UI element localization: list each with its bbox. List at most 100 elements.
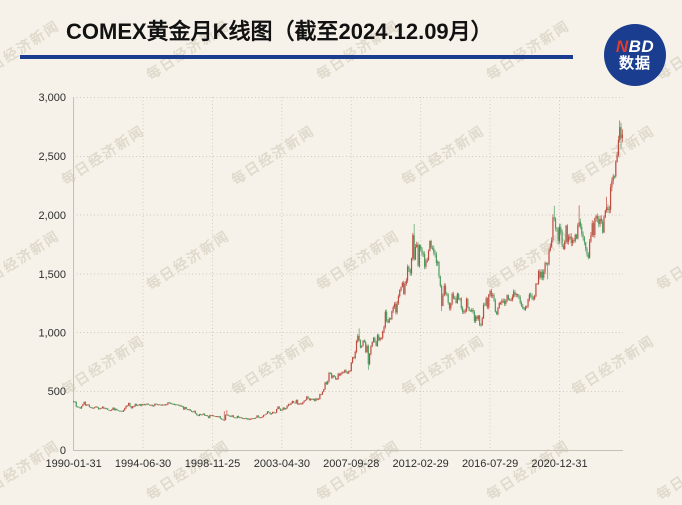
candle-body xyxy=(562,245,565,250)
candle-body xyxy=(557,228,559,241)
candle-body xyxy=(409,269,411,274)
candle-body xyxy=(293,401,295,403)
candle-body xyxy=(88,404,90,407)
candle-body xyxy=(414,247,417,260)
candle-body xyxy=(413,235,415,260)
candle-body xyxy=(310,398,312,401)
candle-body xyxy=(259,417,261,419)
candle-body xyxy=(303,400,305,403)
candle-body xyxy=(348,371,350,374)
candle-body xyxy=(537,271,540,284)
candle-body xyxy=(475,316,477,322)
candle-body xyxy=(458,293,460,299)
candle-body xyxy=(327,381,329,384)
candle-body xyxy=(129,402,131,407)
candle-body xyxy=(223,420,225,421)
candle-body xyxy=(338,373,341,376)
candle-body xyxy=(228,415,231,417)
candle-body xyxy=(262,415,265,417)
candle-body xyxy=(331,373,333,378)
candle-body xyxy=(547,263,549,265)
candle-body xyxy=(320,394,322,396)
candle-body xyxy=(124,408,126,411)
candle-body xyxy=(183,406,185,410)
candle-body xyxy=(482,304,485,319)
candle-body xyxy=(282,407,284,411)
candle-body xyxy=(574,234,576,242)
candle-body xyxy=(181,406,183,408)
candle-body xyxy=(585,242,587,249)
candle-body xyxy=(442,295,444,306)
candle-body xyxy=(329,373,331,374)
candle-body xyxy=(117,410,119,411)
candle-body xyxy=(437,262,439,264)
candle-body xyxy=(175,404,177,406)
candle-body xyxy=(431,247,434,249)
candle-body xyxy=(435,254,437,264)
candle-body xyxy=(405,280,407,284)
candle-body xyxy=(469,310,472,312)
candle-body xyxy=(451,293,453,304)
candle-body xyxy=(167,402,169,405)
candle-body xyxy=(319,394,321,400)
candle-body xyxy=(264,414,266,416)
candle-body xyxy=(359,340,362,348)
candle-body xyxy=(621,134,623,139)
candle-body xyxy=(581,226,583,234)
candle-body xyxy=(321,391,324,395)
candle-body xyxy=(489,291,491,295)
candle-body xyxy=(565,225,567,242)
candle-body xyxy=(418,245,420,266)
candle-body xyxy=(507,295,510,300)
candle-body xyxy=(616,155,618,162)
candle-body xyxy=(485,298,487,305)
candle-body xyxy=(168,402,170,404)
axes xyxy=(73,97,623,451)
candle-body xyxy=(235,417,237,419)
candle-body xyxy=(476,316,478,319)
candle-body xyxy=(295,400,297,404)
candle-body xyxy=(285,408,287,410)
candle-body xyxy=(434,252,436,255)
candle-body xyxy=(122,410,125,412)
candle-body xyxy=(412,235,414,259)
candle-body xyxy=(176,404,178,406)
candle-body xyxy=(344,370,346,373)
candle-body xyxy=(281,410,283,411)
candle-body xyxy=(587,254,589,258)
candle-body xyxy=(535,284,537,297)
candle-body xyxy=(450,303,452,309)
candle-body xyxy=(204,413,206,416)
candle-body xyxy=(252,418,254,420)
candle-body xyxy=(219,416,221,419)
candle-body xyxy=(83,401,85,405)
candle-body xyxy=(570,236,572,244)
candle-body xyxy=(501,300,503,304)
candle-body xyxy=(76,406,79,408)
candle-body xyxy=(283,407,286,410)
candle-body xyxy=(393,303,396,308)
candle-body xyxy=(286,405,288,409)
candle-body xyxy=(374,337,376,343)
candle-body xyxy=(240,417,242,419)
candle-body xyxy=(96,406,98,408)
candle-body xyxy=(325,382,327,384)
candle-body xyxy=(568,236,570,242)
candle-body xyxy=(528,294,530,300)
candle-body xyxy=(416,244,418,248)
candle-body xyxy=(467,299,469,308)
candle-body xyxy=(118,410,121,412)
candle-body xyxy=(548,250,550,265)
candle-body xyxy=(410,258,413,274)
candle-body xyxy=(358,335,360,341)
candle-body xyxy=(289,404,291,406)
candle-body xyxy=(472,309,474,313)
candle-body xyxy=(260,417,262,419)
candle-body xyxy=(534,296,536,300)
candle-body xyxy=(147,403,149,405)
candle-body xyxy=(518,295,520,298)
candle-body xyxy=(256,415,258,418)
candle-body xyxy=(554,218,557,229)
candle-body xyxy=(609,187,612,210)
candle-body xyxy=(403,282,405,294)
